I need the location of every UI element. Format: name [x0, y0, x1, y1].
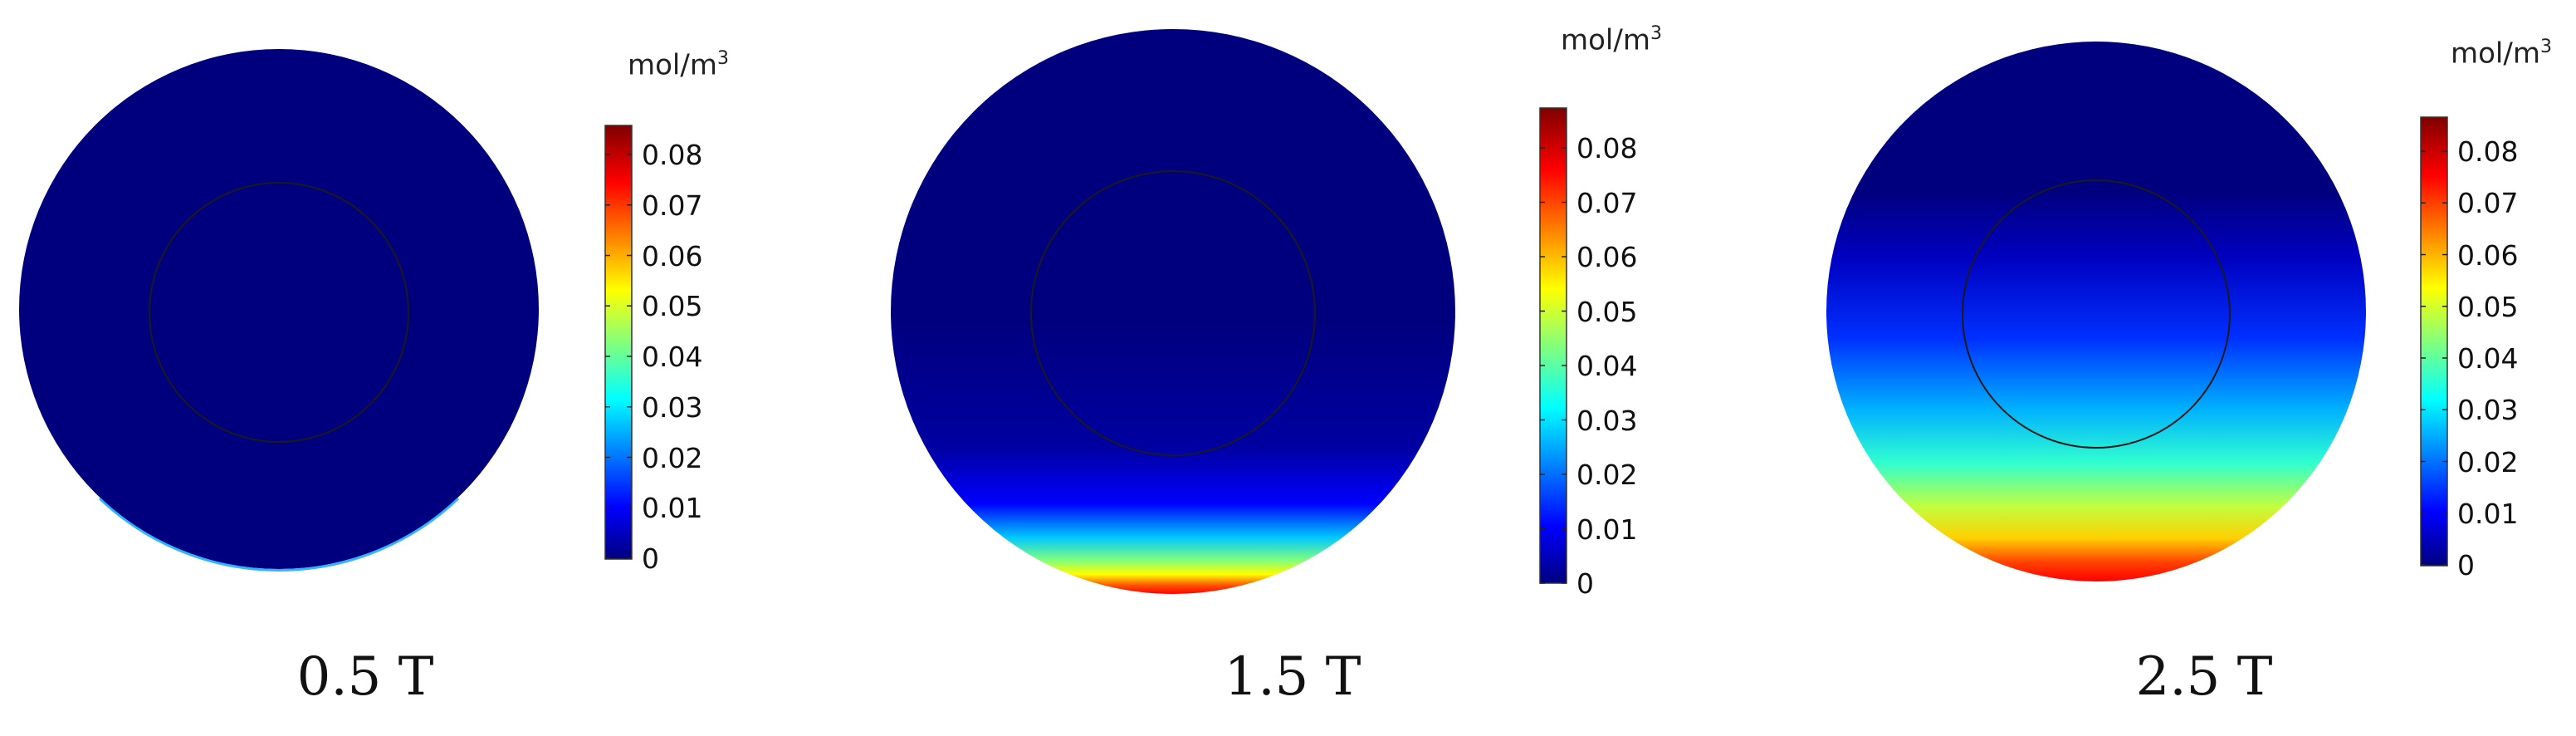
colorbar-3-tick-label: 0.03 [2457, 394, 2519, 427]
colorbar-3-tick-label: 0 [2457, 549, 2475, 581]
colorbar-1-tick-label: 0.06 [642, 239, 703, 272]
colorbar-1 [604, 125, 633, 560]
colorbar-3-unit-text: mol/m [2451, 37, 2540, 71]
colorbar-2-unit-text: mol/m [1561, 23, 1650, 57]
colorbar-1-tick-label: 0.02 [642, 441, 703, 474]
colorbar-1-tick-label: 0.03 [642, 390, 703, 424]
colorbar-3-ticks [2421, 150, 2447, 566]
colorbar-3-unit: mol/m3 [2451, 37, 2552, 70]
panel-2-plot [891, 29, 1455, 594]
colorbar-2-tick-label: 0.07 [1576, 186, 1638, 219]
panel-2-caption: 1.5 T [1224, 646, 1361, 708]
colorbar-3-tick-label: 0.01 [2457, 497, 2519, 530]
colorbar-1-tick-label: 0 [642, 542, 659, 575]
colorbar-2-unit: mol/m3 [1561, 23, 1662, 56]
colorbar-2-tick-label: 0.02 [1576, 459, 1638, 491]
colorbar-2-tick-label: 0.01 [1576, 513, 1638, 546]
panel-2-domain [891, 29, 1455, 594]
colorbar-3-tick-label: 0.04 [2457, 342, 2519, 375]
colorbar-1-tick-label: 0.05 [642, 290, 703, 323]
colorbar-1-unit: mol/m3 [628, 48, 729, 81]
panel-1-caption: 0.5 T [296, 646, 434, 708]
colorbar-3-tick-label: 0.05 [2457, 290, 2519, 323]
panel-1-edge-layer [98, 497, 460, 572]
colorbar-1-unit-exp: 3 [716, 48, 729, 69]
colorbar-2-tick-label: 0.05 [1576, 295, 1638, 328]
colorbar-1-tick-label: 0.08 [642, 139, 703, 171]
colorbar-2-tick-label: 0 [1576, 567, 1594, 600]
colorbar-2-tick-label: 0.03 [1576, 404, 1638, 437]
colorbar-3-tick-label: 0.08 [2457, 135, 2519, 168]
colorbar-2-tick-label: 0.06 [1576, 241, 1638, 273]
panel-1-plot [19, 49, 539, 572]
panel-1-inner-boundary [149, 182, 409, 443]
panel-3-inner-boundary [1962, 179, 2231, 449]
colorbar-3-tick-label: 0.06 [2457, 238, 2519, 272]
panel-3-domain [1826, 42, 2366, 581]
colorbar-2-ticks [1540, 147, 1567, 584]
panel-2-inner-boundary [1030, 170, 1316, 456]
colorbar-3-tick-label: 0.02 [2457, 445, 2519, 478]
colorbar-3 [2420, 116, 2448, 567]
panel-3-caption: 2.5 T [2135, 646, 2273, 708]
colorbar-2-gradient [1539, 107, 1567, 584]
colorbar-2 [1539, 107, 1567, 584]
colorbar-2-unit-exp: 3 [1650, 23, 1662, 44]
colorbar-3-tick-label: 0.07 [2457, 187, 2519, 220]
colorbar-1-tick-label: 0.01 [642, 492, 703, 525]
colorbar-3-gradient [2420, 116, 2448, 567]
colorbar-1-ticks [605, 154, 632, 559]
panel-1-domain [19, 49, 539, 569]
colorbar-1-unit-text: mol/m [628, 48, 717, 82]
panel-3-plot [1826, 42, 2366, 581]
colorbar-2-tick-label: 0.08 [1576, 132, 1638, 164]
colorbar-3-unit-exp: 3 [2539, 37, 2552, 57]
colorbar-1-gradient [604, 125, 633, 560]
colorbar-1-tick-label: 0.07 [642, 189, 703, 222]
colorbar-1-tick-label: 0.04 [642, 341, 703, 373]
colorbar-2-tick-label: 0.04 [1576, 350, 1638, 382]
